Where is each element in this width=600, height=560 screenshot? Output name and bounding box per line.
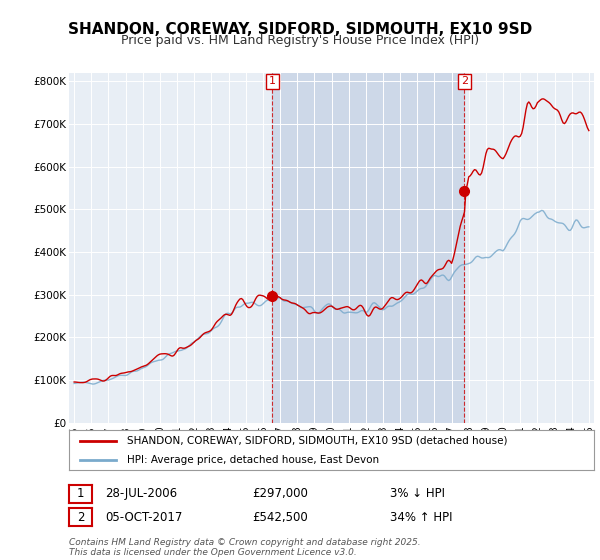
Text: £297,000: £297,000 bbox=[252, 487, 308, 501]
Text: £542,500: £542,500 bbox=[252, 511, 308, 524]
Text: 1: 1 bbox=[77, 487, 84, 501]
Text: 1: 1 bbox=[269, 76, 276, 86]
Text: 28-JUL-2006: 28-JUL-2006 bbox=[105, 487, 177, 501]
Text: 05-OCT-2017: 05-OCT-2017 bbox=[105, 511, 182, 524]
Text: HPI: Average price, detached house, East Devon: HPI: Average price, detached house, East… bbox=[127, 455, 379, 464]
Text: SHANDON, COREWAY, SIDFORD, SIDMOUTH, EX10 9SD: SHANDON, COREWAY, SIDFORD, SIDMOUTH, EX1… bbox=[68, 22, 532, 38]
Bar bbox=[272, 73, 464, 423]
Text: 3% ↓ HPI: 3% ↓ HPI bbox=[390, 487, 445, 501]
Text: 2: 2 bbox=[77, 511, 84, 524]
Text: Contains HM Land Registry data © Crown copyright and database right 2025.
This d: Contains HM Land Registry data © Crown c… bbox=[69, 538, 421, 557]
Text: SHANDON, COREWAY, SIDFORD, SIDMOUTH, EX10 9SD (detached house): SHANDON, COREWAY, SIDFORD, SIDMOUTH, EX1… bbox=[127, 436, 507, 446]
Text: 34% ↑ HPI: 34% ↑ HPI bbox=[390, 511, 452, 524]
Text: 2: 2 bbox=[461, 76, 468, 86]
Text: Price paid vs. HM Land Registry's House Price Index (HPI): Price paid vs. HM Land Registry's House … bbox=[121, 34, 479, 46]
